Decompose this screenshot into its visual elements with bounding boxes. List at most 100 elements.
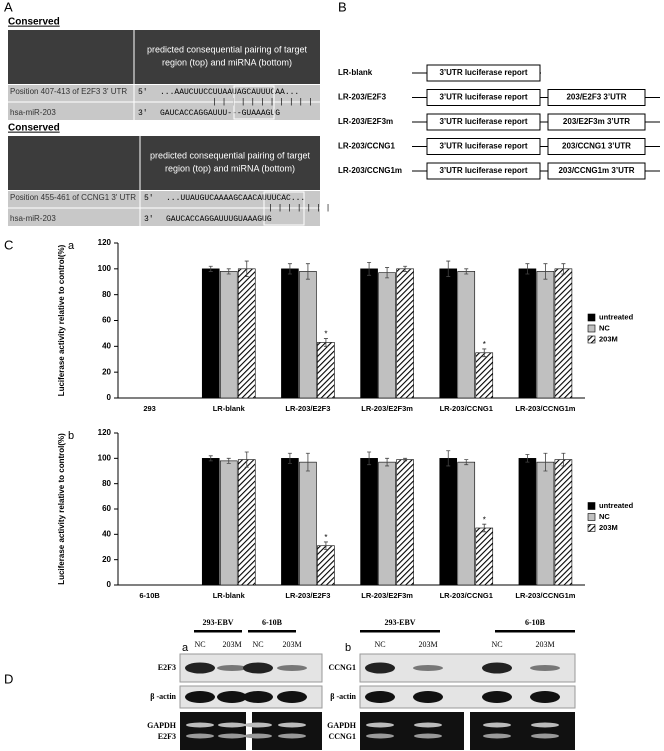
annotation: *	[324, 533, 327, 542]
blot-band	[530, 665, 560, 671]
mirna-label: hsa-miR-203	[10, 108, 56, 117]
rt-label: GAPDH	[327, 721, 357, 730]
construct-name: LR-203/CCNG1m	[338, 166, 402, 175]
lane-label: NC	[252, 640, 263, 649]
blot-band	[218, 722, 246, 728]
x-tick-label: LR-203/CCNG1	[440, 404, 493, 413]
x-tick-label: LR-blank	[213, 591, 246, 600]
bar	[518, 268, 537, 399]
header-box	[8, 30, 320, 84]
y-tick-label: 20	[102, 367, 111, 376]
mirna-seq: GAUCACCAGGAUUUGUAAAGUG	[166, 215, 272, 224]
group-bar	[194, 630, 242, 633]
legend-swatch	[587, 524, 596, 532]
lane-label: 203M	[535, 640, 554, 649]
lane-label: 203M	[222, 640, 241, 649]
box-label: 203/E2F3m 3’UTR	[563, 117, 630, 126]
construct-name: LR-203/E2F3	[338, 93, 387, 102]
error-bar	[403, 265, 408, 272]
x-tick-label: 6-10B	[139, 591, 160, 600]
error-bar	[323, 541, 328, 550]
legend-swatch	[587, 513, 596, 521]
error-bar	[244, 451, 249, 468]
construct-name: LR-blank	[338, 68, 373, 77]
error-bar	[385, 267, 390, 279]
y-tick-label: 60	[102, 504, 111, 513]
bar	[378, 272, 396, 399]
target-seq: ...UUAUGUCAAAAGCAACAUUUCAC...	[166, 194, 305, 203]
y-tick-label: 80	[102, 479, 111, 488]
prime: 3'	[144, 215, 154, 224]
error-bar	[385, 457, 390, 467]
box-label: 3’UTR luciferase report	[439, 93, 527, 102]
blot-band	[530, 691, 560, 703]
target-label: Position 407-413 of E2F3 3' UTR	[10, 87, 127, 96]
header-text: region (top) and miRNA (bottom)	[162, 57, 292, 67]
error-bar	[525, 454, 530, 463]
gel	[360, 712, 464, 750]
blot-band	[483, 733, 511, 739]
box-label: 203/CCNG1m 3’UTR	[558, 166, 634, 175]
bar	[281, 268, 299, 399]
blot-band	[217, 665, 247, 671]
blot-band	[278, 722, 306, 728]
x-tick-label: LR-203/E2F3	[285, 404, 330, 413]
highlight	[263, 191, 305, 226]
construct-name: LR-203/E2F3m	[338, 117, 393, 126]
x-tick-label: LR-203/CCNG1m	[515, 404, 575, 413]
box-label: 203/CCNG1 3’UTR	[562, 142, 631, 151]
blot-band	[277, 665, 307, 671]
y-tick-label: 20	[102, 555, 111, 564]
bar	[237, 459, 256, 586]
y-tick-label: 120	[98, 238, 112, 247]
error-bar	[208, 455, 213, 462]
x-tick-label: LR-203/E2F3m	[361, 404, 413, 413]
blot-band	[186, 722, 214, 728]
bar	[396, 268, 414, 399]
legend-swatch	[587, 313, 596, 322]
blot-band	[185, 662, 215, 674]
annotation: *	[324, 330, 327, 339]
target-label: Position 455-461 of CCNG1 3' UTR	[10, 193, 136, 202]
blot-band	[244, 722, 272, 728]
chart-label: a	[68, 240, 75, 252]
bar	[457, 271, 476, 399]
heading: Conserved	[8, 17, 60, 28]
row-label: β -actin	[150, 692, 176, 701]
error-bar	[226, 268, 231, 275]
error-bar	[446, 260, 451, 277]
legend-label: untreated	[599, 312, 634, 321]
error-bar	[305, 263, 310, 280]
box-label: 3’UTR luciferase report	[439, 142, 527, 151]
blot-band	[243, 662, 273, 674]
error-bar	[464, 268, 469, 275]
legend-label: 203M	[599, 523, 618, 532]
row-label: E2F3	[158, 663, 176, 672]
y-tick-label: 60	[102, 316, 111, 325]
x-tick-label: LR-203/CCNG1m	[515, 591, 575, 600]
panel-label: C	[4, 237, 13, 252]
group-label: 293-EBV	[384, 618, 415, 627]
legend-label: untreated	[599, 501, 634, 510]
bar	[439, 458, 458, 586]
blot-band	[218, 733, 246, 739]
construct-box	[426, 162, 541, 180]
blot-band	[531, 722, 559, 728]
error-bar	[482, 523, 487, 533]
bar	[536, 271, 555, 399]
error-bar	[367, 261, 372, 276]
error-bar	[543, 263, 548, 280]
y-tick-label: 80	[102, 290, 111, 299]
y-tick-label: 120	[98, 428, 112, 437]
bar	[281, 458, 299, 586]
construct-box	[547, 89, 646, 106]
error-bar	[561, 263, 566, 275]
x-tick-label: LR-203/E2F3m	[361, 591, 413, 600]
x-tick-label: LR-203/E2F3	[285, 591, 330, 600]
group-bar	[248, 630, 296, 633]
lane-label: NC	[194, 640, 205, 649]
target-seq: ...AAUCUUCCUUAAUAGCAUUUCAA...	[160, 88, 299, 97]
error-bar	[525, 263, 530, 275]
